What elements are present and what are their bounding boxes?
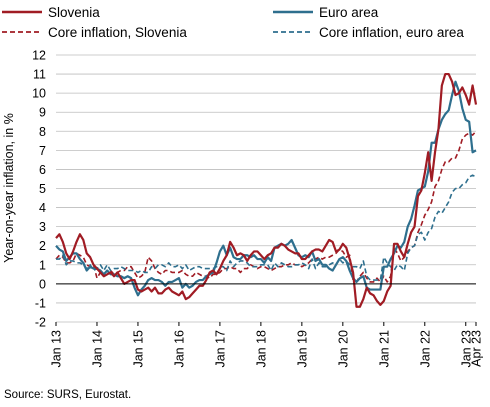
y-tick-label: 12 [32,49,46,63]
legend-label: Core inflation, euro area [319,25,464,40]
x-tick-label: Jan 17 [213,330,227,368]
x-tick-label: Jan 16 [172,330,186,368]
y-tick-label: 6 [39,163,46,177]
series-line-euro-area [55,80,477,297]
source-note: Source: SURS, Eurostat. [4,389,131,401]
y-tick-label: 11 [33,68,46,82]
legend-label: Euro area [319,5,379,20]
y-tick-label: 9 [39,106,46,120]
y-tick-label: 8 [39,125,46,139]
x-tick-label: Jan 22 [418,330,432,368]
grid [56,54,476,323]
y-tick-label: 7 [39,144,46,158]
y-tick-label: 4 [39,201,46,215]
y-tick-label: 10 [32,87,46,101]
x-tick-label: Jan 20 [336,330,350,368]
y-tick-label: 1 [39,258,46,272]
legend-label: Core inflation, Slovenia [48,25,187,40]
y-tick-label: 3 [39,220,46,234]
x-tick-label: Jan 15 [131,330,145,368]
y-tick-label: 5 [39,182,46,196]
y-tick-label: 0 [39,277,46,291]
x-tick-label: Jan 23 [459,330,473,368]
legend: Slovenia Euro area Core inflation, Sloveni… [2,5,464,40]
x-tick-label: Jan 19 [295,330,309,368]
y-axis-label: Year-on-year inflation, in % [2,113,16,263]
series-line-slovenia [55,72,478,308]
x-tick-label: Apr 23 [470,330,484,367]
x-tick-label: Jan 18 [254,330,268,368]
y-tick-label: 2 [39,239,46,253]
series-line-core-inflation-slovenia [55,130,477,283]
y-tick-label: -2 [35,316,46,330]
y-tick-label: -1 [35,296,46,310]
x-tick-label: Jan 21 [377,330,391,368]
legend-label: Slovenia [48,5,100,20]
x-tick-label: Jan 13 [50,330,64,368]
x-tick-label: Jan 14 [90,330,104,368]
series-group [55,72,478,308]
